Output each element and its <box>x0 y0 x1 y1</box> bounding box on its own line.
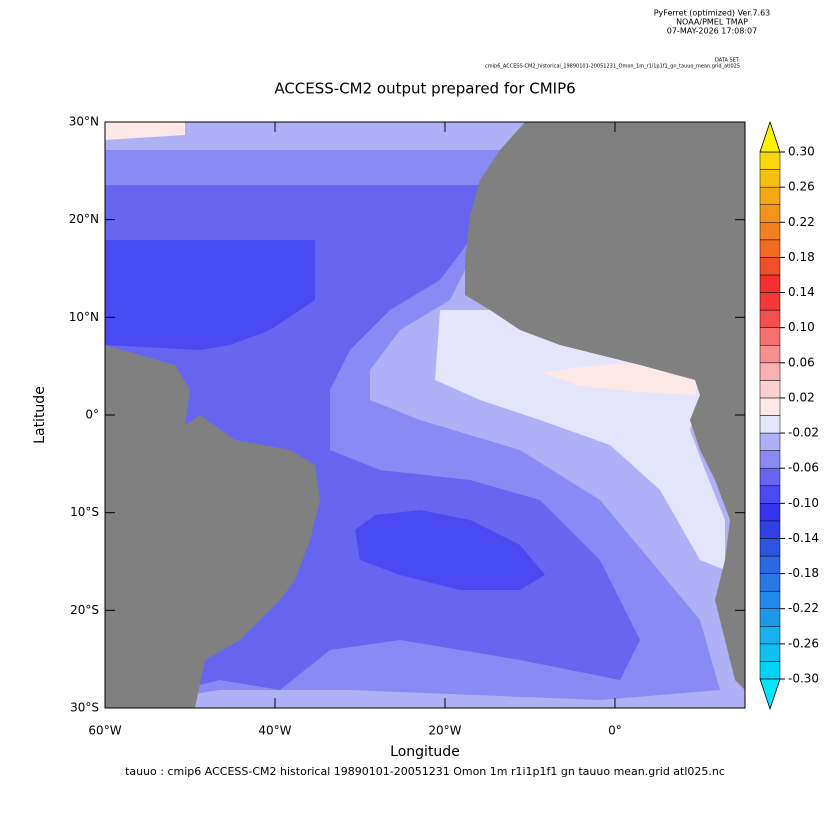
colorbar-bin <box>759 344 781 364</box>
land <box>105 345 320 708</box>
colorbar-bin <box>759 555 781 574</box>
dataset-label: DATA SET: <box>715 58 740 64</box>
y-tick-label: 0° <box>85 408 99 422</box>
colorbar-bin <box>759 485 781 504</box>
x-tick-label: 60°W <box>88 724 121 738</box>
field <box>105 122 745 708</box>
y-tick-label: 10°N <box>69 310 99 324</box>
colorbar-bin <box>759 590 781 609</box>
colorbar-label: -0.26 <box>788 636 819 650</box>
colorbar-label: 0.02 <box>788 390 815 404</box>
x-tick-label: 0° <box>608 724 622 738</box>
x-tick-label: 40°W <box>258 724 291 738</box>
field-region <box>105 240 315 350</box>
colorbar-bin <box>759 186 781 205</box>
colorbar-label: 0.14 <box>788 285 815 299</box>
field-region <box>540 362 696 395</box>
colorbar-bin <box>759 169 781 188</box>
colorbar-bin <box>759 608 781 627</box>
colorbar-bin <box>759 274 781 293</box>
field-region <box>355 510 545 590</box>
colorbar-bin <box>759 222 781 241</box>
colorbar-bin <box>759 573 781 592</box>
colorbar-bin <box>759 204 781 223</box>
axes: 60°W 40°W 20°W 0° 30°S 20°S 10°S 0° 10°N 20°N 30°N <box>69 115 745 738</box>
dataset: cmip6_ACCESS-CM2_historical_19890101-200… <box>485 64 740 70</box>
colorbar-bin <box>759 415 781 434</box>
y-tick-label: 10°S <box>70 505 99 519</box>
colorbar-label: 0.10 <box>788 320 815 334</box>
colorbar-label: -0.22 <box>788 601 819 615</box>
colorbar-bin <box>759 292 781 311</box>
colorbar-bin <box>759 432 781 451</box>
colorbar-bin <box>759 520 781 539</box>
colorbar-label: -0.30 <box>788 672 819 686</box>
colorbar-bin <box>759 397 781 416</box>
colorbar-bin <box>759 257 781 276</box>
y-axis-label: Latitude <box>32 386 48 444</box>
colorbar-bin <box>759 626 781 645</box>
y-tick-label: 20°N <box>69 212 99 226</box>
colorbar-bin <box>759 327 781 346</box>
software: PyFerret (optimized) Ver.7.63 <box>654 9 771 18</box>
colorbar-label: -0.02 <box>788 426 819 440</box>
colorbar-label: 0.18 <box>788 250 815 264</box>
colorbar-label: 0.30 <box>788 145 815 159</box>
land <box>465 122 745 690</box>
colorbar-label: 0.06 <box>788 355 815 369</box>
colorbar-label: -0.10 <box>788 496 819 510</box>
organization: NOAA/PMEL TMAP <box>676 18 748 27</box>
colorbar-bin <box>759 450 781 469</box>
chart-title: ACCESS-CM2 output prepared for CMIP6 <box>274 80 575 98</box>
colorbar-label: -0.14 <box>788 531 819 545</box>
y-tick-label: 30°S <box>70 701 99 715</box>
colorbar-label: -0.18 <box>788 566 819 580</box>
colorbar-label: 0.26 <box>788 180 815 194</box>
colorbar-over <box>759 120 781 153</box>
y-tick-label: 30°N <box>69 115 99 129</box>
colorbar-bin <box>759 503 781 522</box>
field-region <box>105 122 185 140</box>
colorbar-bin <box>759 467 781 487</box>
y-tick-label: 20°S <box>70 603 99 617</box>
colorbar: 0.30 0.26 0.22 0.18 0.14 0.10 0.06 0.02 -0.02 -0.… <box>759 120 819 711</box>
colorbar-label: -0.06 <box>788 461 819 475</box>
colorbar-bin <box>759 309 781 328</box>
x-axis-label: Longitude <box>390 744 460 760</box>
colorbar-bin <box>759 362 781 381</box>
colorbar-label: 0.22 <box>788 215 815 229</box>
timestamp: 07-MAY-2026 17:08:07 <box>667 27 757 36</box>
colorbar-bin <box>759 538 781 557</box>
colorbar-bin <box>759 151 781 170</box>
x-tick-label: 20°W <box>428 724 461 738</box>
colorbar-bin <box>759 239 781 258</box>
colorbar-bin <box>759 380 781 399</box>
caption: tauuo : cmip6 ACCESS-CM2 historical 1989… <box>125 765 725 778</box>
colorbar-bin <box>759 643 781 662</box>
colorbar-under <box>759 678 781 711</box>
colorbar-bin <box>759 661 781 680</box>
